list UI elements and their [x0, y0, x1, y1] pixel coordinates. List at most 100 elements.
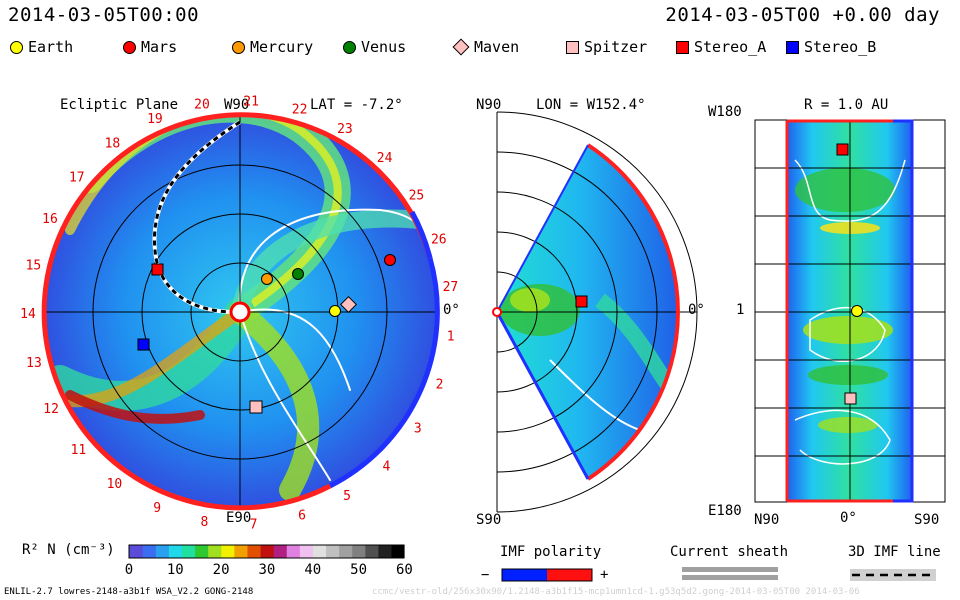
colorbar-segment	[168, 545, 182, 558]
legend-spitzer: Spitzer	[566, 38, 647, 56]
colorbar-segment	[377, 545, 392, 558]
legend-stereo-a: Stereo_A	[676, 38, 766, 56]
legend-label: Stereo_A	[694, 38, 767, 56]
clock-label: 2	[436, 377, 444, 392]
colorbar-segment	[194, 545, 209, 558]
radial-surface	[754, 119, 946, 503]
meridional-wedge	[492, 111, 698, 513]
object-legend: Earth Mars Mercury Venus Maven Spitzer S…	[10, 38, 910, 58]
ecliptic-lat: LAT = -7.2°	[310, 97, 403, 113]
radial-axis-mid: 0°	[840, 510, 857, 526]
imf-polarity-title: IMF polarity	[500, 544, 602, 560]
imf-polarity-bar	[501, 568, 593, 582]
mars-circle-icon	[123, 40, 136, 54]
radial-stereo-a-marker	[836, 143, 849, 156]
legend-venus: Venus	[343, 38, 406, 56]
colorbar-tick-label: 60	[396, 562, 413, 578]
footer-run-info: ccmc/vestr-old/256x30x90/1.2148-a3b1f15-…	[372, 587, 860, 597]
radial-top-left: W180	[708, 104, 742, 120]
legend-mercury: Mercury	[232, 38, 313, 56]
clock-label: 26	[431, 232, 447, 247]
colorbar-segment	[142, 545, 156, 558]
footer-model-info: ENLIL-2.7 lowres-2148-a3b1f WSA_V2.2 GON…	[4, 587, 254, 597]
sun-marker	[229, 301, 251, 323]
legend-earth: Earth	[10, 38, 73, 56]
colorbar-segment	[364, 545, 379, 558]
colorbar-tick-label: 0	[124, 562, 134, 578]
clock-label: 14	[20, 307, 36, 322]
colorbar-label: R² N (cm⁻³)	[22, 542, 115, 558]
colorbar-tick-label: 50	[350, 562, 368, 578]
clock-label: 25	[409, 189, 425, 204]
venus-circle-icon	[343, 40, 356, 54]
colorbar-tick-label: 40	[304, 562, 322, 578]
colorbar-segment	[273, 545, 287, 558]
colorbar-segment	[246, 545, 261, 558]
stereo-b-marker	[137, 338, 150, 351]
colorbar-tick-label: 30	[258, 562, 276, 578]
colorbar-segment	[312, 545, 327, 558]
earth-marker	[329, 305, 341, 317]
colorbar-segment	[129, 545, 143, 558]
clock-label: 12	[43, 402, 59, 417]
colorbar-segment	[338, 545, 353, 558]
clock-label: 4	[382, 459, 390, 474]
colorbar-segment	[325, 545, 340, 558]
legend-label: Maven	[474, 38, 520, 56]
density-colorbar	[128, 544, 405, 559]
colorbar-segment	[181, 545, 196, 558]
colorbar-segment	[155, 545, 169, 558]
clock-label: 3	[414, 422, 422, 437]
meridional-stereo-a-marker	[575, 295, 588, 308]
clock-label: 10	[107, 477, 123, 492]
ecliptic-disk	[41, 112, 440, 511]
clock-label: 21	[243, 94, 259, 109]
colorbar-tick-label: 10	[166, 562, 184, 578]
clock-label: 8	[200, 515, 208, 530]
legend-label: Mercury	[250, 38, 314, 56]
mars-marker	[384, 254, 396, 266]
legend-stereo-b: Stereo_B	[786, 38, 876, 56]
legend-label: Spitzer	[584, 38, 648, 56]
legend-label: Stereo_B	[804, 38, 877, 56]
spitzer-marker	[249, 400, 263, 414]
clock-label: 17	[69, 171, 85, 186]
clock-label: 24	[377, 151, 393, 166]
colorbar-segment	[207, 545, 222, 558]
ecliptic-title: Ecliptic Plane	[60, 97, 179, 113]
clock-label: 16	[42, 212, 58, 227]
venus-marker	[292, 268, 304, 280]
legend-label: Earth	[28, 38, 74, 56]
stereo-a-marker	[151, 263, 164, 276]
clock-label: 6	[298, 509, 306, 524]
meridional-bottom-label: S90	[476, 512, 502, 528]
colorbar-segment	[299, 545, 313, 558]
legend-label: Mars	[141, 38, 178, 56]
meridional-lon: LON = W152.4°	[536, 97, 646, 113]
radial-mid-left: 1	[736, 302, 745, 318]
radial-axis-right: S90	[914, 512, 940, 528]
ecliptic-right-label: 0°	[443, 302, 460, 318]
legend-mars: Mars	[123, 38, 177, 56]
colorbar-segment	[233, 545, 248, 558]
clock-label: 9	[153, 501, 161, 516]
legend-label: Venus	[361, 38, 407, 56]
imf3d-line-sample	[850, 569, 936, 581]
clock-label: 1	[447, 329, 455, 344]
clock-label: 27	[443, 280, 459, 295]
colorbar-segment	[286, 545, 300, 558]
mercury-circle-icon	[232, 40, 245, 54]
current-sheath-lines	[682, 567, 778, 580]
clock-label: 7	[250, 518, 258, 533]
spitzer-square-icon	[566, 40, 579, 54]
clock-label: 15	[26, 258, 42, 273]
maven-marker	[340, 296, 357, 313]
legend-maven: Maven	[452, 38, 520, 56]
radial-r-label: R = 1.0 AU	[804, 97, 889, 113]
imf-plus-label: +	[600, 567, 609, 583]
radial-axis-left: N90	[754, 512, 780, 528]
radial-bottom-left: E180	[708, 503, 742, 519]
ecliptic-bottom-label: E90	[226, 510, 252, 526]
